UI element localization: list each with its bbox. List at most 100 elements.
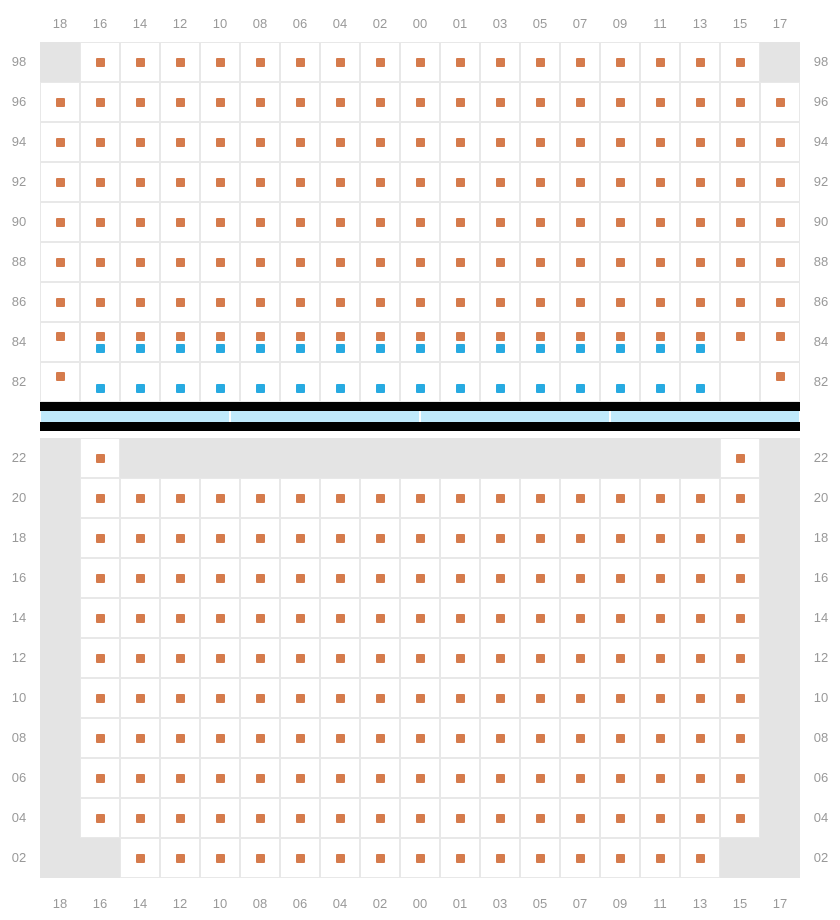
seat-marker[interactable] (736, 454, 745, 463)
seat-marker[interactable] (216, 298, 225, 307)
seat-marker[interactable] (296, 298, 305, 307)
seat-marker[interactable] (736, 574, 745, 583)
seat-marker[interactable] (696, 98, 705, 107)
seat-marker[interactable] (536, 138, 545, 147)
seat-marker[interactable] (416, 614, 425, 623)
seat-marker[interactable] (736, 178, 745, 187)
seat-marker[interactable] (696, 534, 705, 543)
seat-marker[interactable] (416, 734, 425, 743)
seat-marker[interactable] (376, 298, 385, 307)
seat-marker[interactable] (336, 258, 345, 267)
seat-marker[interactable] (536, 734, 545, 743)
seat-marker[interactable] (576, 218, 585, 227)
seat-cell[interactable] (80, 322, 120, 362)
seat-marker[interactable] (376, 332, 385, 341)
seat-marker[interactable] (496, 98, 505, 107)
seat-marker[interactable] (456, 98, 465, 107)
seat-marker[interactable] (456, 218, 465, 227)
seat-cell[interactable] (640, 362, 680, 402)
seat-marker[interactable] (696, 332, 705, 341)
seat-cell[interactable] (720, 362, 760, 402)
seat-marker[interactable] (176, 774, 185, 783)
seat-marker[interactable] (696, 384, 705, 393)
seat-marker[interactable] (576, 694, 585, 703)
seat-marker[interactable] (376, 694, 385, 703)
seat-marker[interactable] (496, 332, 505, 341)
seat-marker[interactable] (176, 98, 185, 107)
seat-marker[interactable] (176, 344, 185, 353)
seat-marker[interactable] (336, 494, 345, 503)
seat-marker[interactable] (536, 534, 545, 543)
seat-marker[interactable] (536, 178, 545, 187)
seat-marker[interactable] (656, 814, 665, 823)
seat-marker[interactable] (616, 98, 625, 107)
seat-marker[interactable] (616, 344, 625, 353)
seat-marker[interactable] (96, 694, 105, 703)
seat-marker[interactable] (536, 814, 545, 823)
seat-marker[interactable] (96, 654, 105, 663)
seat-marker[interactable] (256, 98, 265, 107)
seat-marker[interactable] (496, 138, 505, 147)
seat-marker[interactable] (656, 98, 665, 107)
seat-marker[interactable] (696, 178, 705, 187)
seat-marker[interactable] (496, 774, 505, 783)
seat-marker[interactable] (176, 574, 185, 583)
seat-cell[interactable] (680, 362, 720, 402)
seat-marker[interactable] (216, 58, 225, 67)
seat-cell[interactable] (200, 362, 240, 402)
seat-marker[interactable] (656, 384, 665, 393)
seat-marker[interactable] (736, 814, 745, 823)
seat-marker[interactable] (776, 178, 785, 187)
seat-marker[interactable] (456, 614, 465, 623)
seat-cell[interactable] (240, 322, 280, 362)
seat-marker[interactable] (616, 494, 625, 503)
seat-marker[interactable] (736, 494, 745, 503)
seat-marker[interactable] (656, 654, 665, 663)
seat-marker[interactable] (576, 138, 585, 147)
seat-marker[interactable] (416, 494, 425, 503)
seat-marker[interactable] (256, 614, 265, 623)
seat-marker[interactable] (296, 814, 305, 823)
seat-marker[interactable] (136, 734, 145, 743)
seat-marker[interactable] (256, 814, 265, 823)
seat-marker[interactable] (136, 298, 145, 307)
seat-marker[interactable] (336, 774, 345, 783)
seat-marker[interactable] (496, 574, 505, 583)
seat-marker[interactable] (496, 218, 505, 227)
seat-marker[interactable] (336, 694, 345, 703)
seat-cell[interactable] (520, 322, 560, 362)
seat-marker[interactable] (696, 494, 705, 503)
seat-marker[interactable] (536, 654, 545, 663)
seat-cell[interactable] (480, 362, 520, 402)
seat-marker[interactable] (256, 854, 265, 863)
seat-marker[interactable] (656, 694, 665, 703)
seat-marker[interactable] (296, 854, 305, 863)
seat-marker[interactable] (216, 694, 225, 703)
seat-marker[interactable] (216, 138, 225, 147)
seat-marker[interactable] (136, 258, 145, 267)
seat-marker[interactable] (416, 694, 425, 703)
seat-marker[interactable] (136, 344, 145, 353)
seat-marker[interactable] (176, 614, 185, 623)
seat-marker[interactable] (496, 694, 505, 703)
seat-marker[interactable] (376, 534, 385, 543)
seat-marker[interactable] (456, 574, 465, 583)
seat-marker[interactable] (336, 332, 345, 341)
seat-marker[interactable] (96, 138, 105, 147)
seat-marker[interactable] (56, 138, 65, 147)
seat-marker[interactable] (216, 854, 225, 863)
seat-marker[interactable] (536, 58, 545, 67)
seat-marker[interactable] (96, 534, 105, 543)
seat-marker[interactable] (296, 258, 305, 267)
seat-marker[interactable] (416, 58, 425, 67)
seat-marker[interactable] (336, 854, 345, 863)
seat-marker[interactable] (256, 332, 265, 341)
seat-marker[interactable] (176, 178, 185, 187)
seat-marker[interactable] (456, 384, 465, 393)
seat-marker[interactable] (576, 734, 585, 743)
seat-marker[interactable] (96, 574, 105, 583)
seat-marker[interactable] (216, 332, 225, 341)
seat-marker[interactable] (136, 138, 145, 147)
seat-marker[interactable] (376, 574, 385, 583)
seat-marker[interactable] (176, 654, 185, 663)
